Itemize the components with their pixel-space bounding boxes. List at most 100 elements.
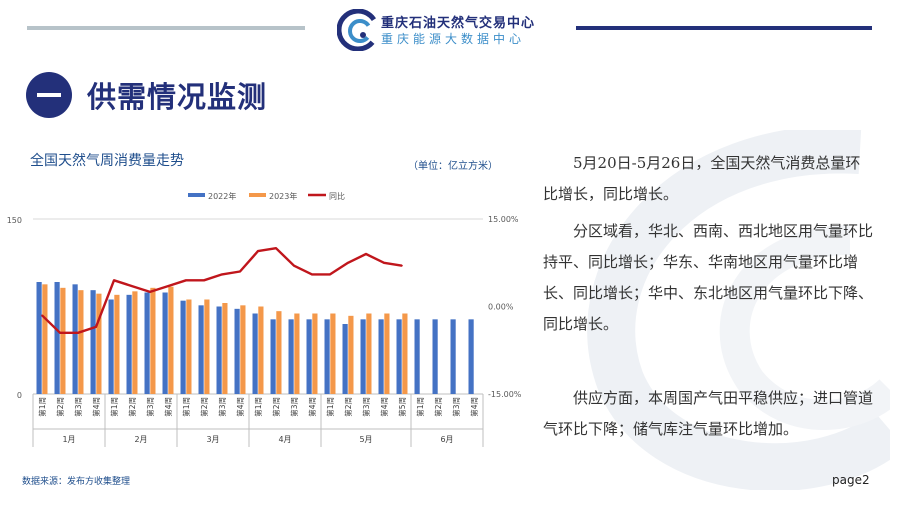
yoy-point: [275, 247, 277, 249]
x-group-label: 3月: [206, 435, 219, 444]
bar-2022: [342, 324, 348, 394]
x-group-label: 2月: [134, 435, 147, 444]
bar-2022: [396, 319, 402, 394]
x-tick-label: 第4周: [91, 397, 101, 417]
bar-2022: [90, 290, 96, 394]
yoy-point: [221, 273, 223, 276]
x-group-label: 1月: [62, 435, 75, 444]
y-right-tick: 15.00%: [488, 215, 519, 224]
bar-2023: [240, 305, 246, 394]
x-tick-label: 第3周: [145, 397, 155, 417]
legend-label: 2022年: [208, 191, 236, 201]
bar-2023: [96, 293, 102, 394]
y-left-tick: 0: [17, 391, 22, 400]
header-bar-right: [576, 26, 872, 30]
bar-2023: [366, 313, 372, 394]
x-tick-label: 第2周: [271, 397, 281, 417]
bar-2023: [114, 294, 120, 394]
bar-2023: [312, 313, 318, 394]
yoy-point: [311, 273, 313, 276]
x-tick-label: 第4周: [469, 397, 479, 417]
bar-2022: [126, 294, 132, 394]
bar-2022: [432, 319, 438, 394]
bar-2022: [468, 319, 474, 394]
background-swirl: [587, 130, 890, 490]
bar-2023: [276, 311, 282, 394]
chart-unit: （单位：亿立方米）: [408, 161, 498, 172]
bar-2022: [306, 319, 312, 394]
yoy-point: [401, 264, 403, 267]
yoy-point: [329, 273, 331, 276]
yoy-point: [185, 279, 187, 282]
yoy-point: [203, 279, 205, 282]
x-tick-label: 第2周: [127, 397, 137, 417]
bar-2023: [42, 284, 48, 394]
x-tick-label: 第5周: [397, 397, 407, 417]
bar-2023: [186, 299, 192, 394]
x-tick-label: 第2周: [433, 397, 443, 417]
x-tick-label: 第4周: [307, 397, 317, 417]
y-right-tick: 0.00%: [488, 303, 514, 312]
chart-title: 全国天然气周消费量走势: [30, 153, 184, 169]
data-source: 数据来源：发布方收集整理: [22, 477, 131, 487]
x-tick-label: 第1周: [109, 397, 119, 417]
bar-2022: [324, 319, 330, 394]
bar-2023: [294, 313, 300, 394]
logo-icon: [337, 9, 379, 51]
bar-2022: [252, 313, 258, 394]
x-tick-label: 第3周: [451, 397, 461, 417]
yoy-point: [59, 331, 61, 334]
x-tick-label: 第3周: [289, 397, 299, 417]
section-number: [37, 93, 61, 97]
bar-2023: [60, 287, 66, 394]
x-tick-label: 第3周: [73, 397, 83, 417]
bar-2022: [72, 284, 78, 394]
bar-2022: [414, 319, 420, 394]
legend-swatch: [249, 193, 266, 197]
bar-2022: [180, 300, 186, 394]
x-tick-label: 第1周: [181, 397, 191, 417]
bar-2022: [36, 282, 42, 394]
bar-2022: [198, 305, 204, 394]
x-tick-label: 第4周: [235, 397, 245, 417]
bar-2022: [144, 292, 150, 394]
x-tick-label: 第3周: [217, 397, 227, 417]
yoy-point: [41, 314, 43, 317]
yoy-point: [95, 326, 97, 328]
bar-2023: [132, 291, 138, 394]
legend-swatch: [188, 193, 205, 197]
bar-2023: [402, 313, 408, 394]
y-left-tick: 150: [7, 216, 22, 225]
x-tick-label: 第2周: [343, 397, 353, 417]
bar-2023: [78, 290, 84, 394]
x-tick-label: 第1周: [325, 397, 335, 417]
paragraph-3: 供应方面，本周国产气田平稳供应；进口管道气环比下降；储气库注气量环比增加。: [543, 389, 874, 438]
yoy-point: [239, 270, 241, 273]
x-tick-label: 第1周: [37, 397, 47, 417]
bar-2022: [162, 292, 168, 394]
yoy-line: [41, 246, 403, 334]
org-name: 重庆石油天然气交易中心: [381, 16, 536, 31]
section-title: 供需情况监测: [87, 80, 268, 114]
x-tick-label: 第1周: [253, 397, 263, 417]
bar-2023: [150, 287, 156, 394]
yoy-point: [131, 285, 133, 287]
bar-2022: [270, 319, 276, 394]
yoy-point: [113, 279, 115, 282]
bar-2022: [54, 282, 60, 394]
x-tick-label: 第1周: [415, 397, 425, 417]
bar-2023: [168, 286, 174, 394]
bar-2022: [288, 319, 294, 394]
x-tick-label: 第4周: [379, 397, 389, 417]
yoy-point: [77, 331, 79, 334]
legend-label: 同比: [329, 191, 345, 201]
x-group-label: 5月: [359, 435, 372, 444]
yoy-point: [383, 261, 385, 264]
bar-2022: [234, 308, 240, 394]
page-number: page2: [832, 473, 870, 487]
bar-2023: [330, 313, 336, 394]
bar-2022: [360, 319, 366, 394]
legend-label: 2023年: [269, 191, 297, 201]
yoy-point: [293, 264, 295, 267]
